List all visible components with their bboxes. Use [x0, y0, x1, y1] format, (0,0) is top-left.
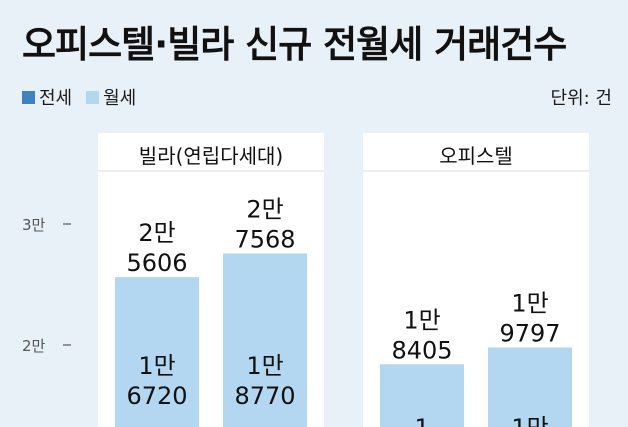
group-label-1: 오피스텔	[439, 144, 513, 168]
bar-0-1	[223, 253, 307, 427]
wolse-label-man-1-1: 1만	[511, 414, 548, 427]
y-tick-label-1: 3만	[22, 216, 46, 234]
wolse-label-value-0-1: 8770	[234, 382, 295, 410]
legend-label-jeonse: 전세	[39, 88, 73, 109]
wolse-label-man-0-0: 1만	[138, 352, 175, 380]
legend-item-wolse: 월세	[86, 84, 136, 110]
legend-label-wolse: 월세	[103, 88, 137, 109]
chart-title: 오피스텔·빌라 신규 전월세 거래건수	[22, 23, 567, 66]
legend: 전세 월세	[22, 84, 150, 110]
wolse-label-man-0-1: 1만	[246, 352, 283, 380]
bar-1-0	[380, 364, 464, 427]
total-label-value-0-0: 5606	[126, 249, 187, 277]
total-label-man-0-0: 2만	[138, 219, 175, 247]
y-tick-label-0: 2만	[22, 337, 46, 355]
total-label-value-0-1: 7568	[234, 225, 295, 253]
wolse-label-value-0-0: 6720	[126, 382, 187, 410]
unit-label: 단위: 건	[550, 88, 612, 109]
total-label-man-0-1: 2만	[246, 195, 283, 223]
total-label-value-1-0: 8405	[391, 336, 452, 364]
total-label-man-1-1: 1만	[511, 289, 548, 317]
bar-1-1	[488, 347, 572, 427]
group-label-0: 빌라(연립다세대)	[139, 144, 283, 168]
legend-item-jeonse: 전세	[22, 84, 72, 110]
total-label-man-1-0: 1만	[403, 306, 440, 334]
total-label-value-1-1: 9797	[499, 319, 560, 347]
bar-0-0	[115, 277, 199, 427]
wolse-label-man-1-0: 1	[414, 414, 429, 427]
legend-swatch-wolse	[86, 90, 100, 104]
legend-swatch-jeonse	[22, 90, 35, 104]
